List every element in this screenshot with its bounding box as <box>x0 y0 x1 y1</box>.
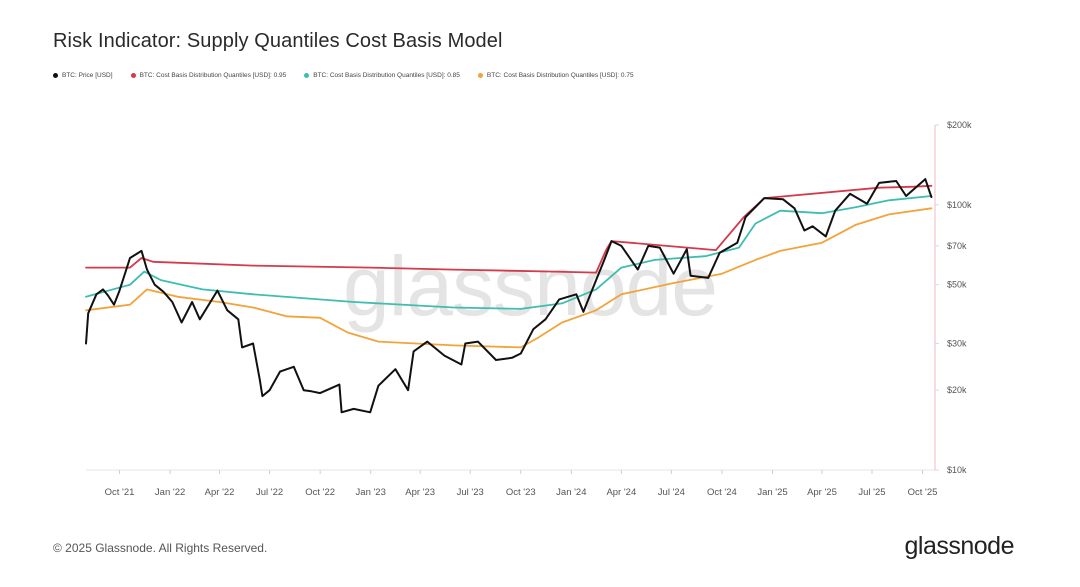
x-tick-label: Jul '25 <box>858 487 885 498</box>
x-tick-label: Apr '22 <box>205 487 235 498</box>
x-tick-label: Apr '23 <box>405 487 435 498</box>
x-tick-label: Jul '24 <box>658 487 685 498</box>
x-tick-label: Oct '23 <box>506 487 536 498</box>
x-tick-label: Jan '22 <box>155 487 185 498</box>
legend-item[interactable]: BTC: Cost Basis Distribution Quantiles [… <box>130 72 287 79</box>
legend-label: BTC: Cost Basis Distribution Quantiles [… <box>139 72 287 79</box>
series-line-btc-cost-basis-distribution-quantiles-usd-0-75 <box>85 207 933 349</box>
x-tick-label: Jan '25 <box>757 487 787 498</box>
y-tick-label: $100k <box>947 200 972 210</box>
legend-item[interactable]: BTC: Cost Basis Distribution Quantiles [… <box>477 72 634 79</box>
x-tick-label: Oct '24 <box>707 487 737 498</box>
x-tick-label: Jul '23 <box>457 487 484 498</box>
x-tick-label: Jan '23 <box>356 487 386 498</box>
x-tick-label: Oct '21 <box>105 487 135 498</box>
series-line-btc-cost-basis-distribution-quantiles-usd-0-85 <box>85 195 933 310</box>
series-line-btc-cost-basis-distribution-quantiles-usd-0-95 <box>85 184 933 274</box>
y-tick-label: $50k <box>947 280 967 290</box>
x-tick-label: Jan '24 <box>556 487 586 498</box>
x-tick-label: Oct '22 <box>305 487 335 498</box>
series-line-btc-price-usd <box>85 178 933 414</box>
x-tick-label: Apr '24 <box>606 487 636 498</box>
copyright-footer: © 2025 Glassnode. All Rights Reserved. <box>53 541 268 555</box>
legend-item[interactable]: BTC: Cost Basis Distribution Quantiles [… <box>304 72 460 79</box>
y-tick-label: $20k <box>947 385 967 395</box>
chart-title: Risk Indicator: Supply Quantiles Cost Ba… <box>53 30 503 52</box>
y-tick-label: $10k <box>947 465 967 475</box>
chart-legend: BTC: Price [USD] BTC: Cost Basis Distribu… <box>53 72 634 79</box>
glassnode-logo: glassnode <box>904 532 1015 560</box>
x-tick-label: Apr '25 <box>807 487 837 498</box>
legend-swatch <box>130 73 136 78</box>
legend-label: BTC: Cost Basis Distribution Quantiles [… <box>313 72 460 79</box>
legend-swatch <box>477 73 483 78</box>
x-tick-label: Jul '22 <box>256 487 283 498</box>
series-lines <box>85 178 933 414</box>
y-tick-label: $70k <box>947 241 967 251</box>
y-tick-label: $200k <box>947 120 972 130</box>
legend-swatch <box>53 73 58 78</box>
axes: Oct '21 Jan '22 Apr '22 Jul '22 Oct '22 Jan '… <box>86 120 972 498</box>
y-tick-label: $30k <box>947 338 967 348</box>
watermark: glassnode <box>343 239 717 333</box>
legend-label: BTC: Price [USD] <box>62 72 113 79</box>
x-tick-label: Oct '25 <box>908 487 938 498</box>
legend-swatch <box>304 73 310 78</box>
legend-label: BTC: Cost Basis Distribution Quantiles [… <box>486 72 634 79</box>
legend-item[interactable]: BTC: Price [USD] <box>53 72 113 79</box>
